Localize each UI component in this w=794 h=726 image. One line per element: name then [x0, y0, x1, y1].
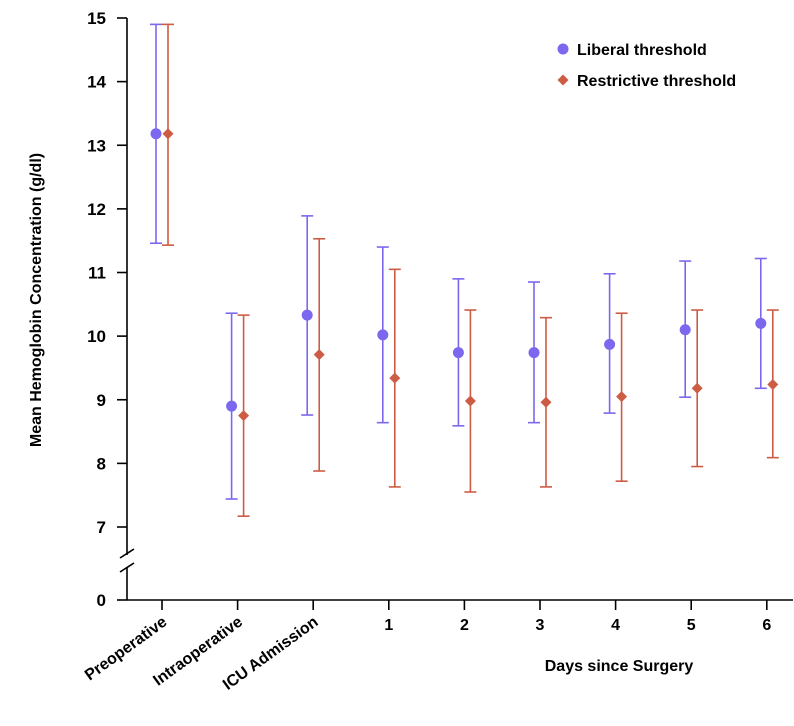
point-0-7	[679, 324, 691, 336]
legend-marker-0	[557, 43, 569, 55]
y-tick-label-0: 15	[87, 9, 106, 28]
point-0-3	[377, 329, 389, 341]
axes: 0	[97, 18, 793, 610]
point-0-1	[226, 400, 238, 412]
x-axis-label: Days since Surgery	[545, 658, 694, 675]
point-1-2	[313, 349, 325, 361]
y-tick-label-7: 8	[97, 454, 106, 473]
point-1-1	[238, 410, 250, 422]
y-ticks: 15 14 13 12 11 10 9 8 7	[87, 9, 127, 537]
point-1-7	[691, 382, 703, 394]
point-0-4	[452, 347, 464, 359]
y-tick-label-5: 10	[87, 327, 106, 346]
point-1-6	[616, 391, 628, 403]
point-0-6	[604, 338, 616, 350]
x-tick-label-6: 4	[611, 617, 620, 634]
legend-label-0: Liberal threshold	[577, 42, 707, 59]
legend-marker-1	[557, 74, 569, 86]
x-tick-label-8: 6	[762, 617, 771, 634]
y-tick-label-4: 11	[88, 264, 106, 283]
x-tick-label-4: 2	[460, 617, 469, 634]
series-0	[150, 23, 767, 500]
y-axis-break-mark-top	[119, 548, 135, 559]
y-tick-label-2: 13	[87, 136, 106, 155]
y-tick-label-3: 12	[87, 200, 106, 219]
legend: Liberal threshold Restrictive threshold	[557, 42, 736, 90]
x-tick-label-7: 5	[687, 617, 696, 634]
y-tick-label-6: 9	[97, 391, 106, 410]
y-axis-label: Mean Hemoglobin Concentration (g/dl)	[28, 153, 45, 447]
point-0-2	[301, 309, 313, 321]
x-tick-label-3: 1	[384, 617, 393, 634]
y-tick-label-1: 14	[87, 73, 106, 92]
point-0-0	[150, 128, 162, 140]
point-1-0	[162, 128, 174, 140]
plot-area	[150, 23, 779, 517]
y-tick-label-zero: 0	[97, 591, 106, 610]
y-axis-break-mark-bottom	[119, 562, 135, 573]
point-1-8	[767, 378, 779, 390]
point-0-5	[528, 347, 540, 359]
point-0-8	[755, 317, 767, 329]
series-1	[162, 23, 779, 517]
point-1-5	[540, 396, 552, 408]
x-tick-label-5: 3	[536, 617, 545, 634]
point-1-3	[389, 372, 401, 384]
y-tick-label-8: 7	[97, 518, 106, 537]
point-1-4	[464, 395, 476, 407]
legend-label-1: Restrictive threshold	[577, 73, 736, 90]
